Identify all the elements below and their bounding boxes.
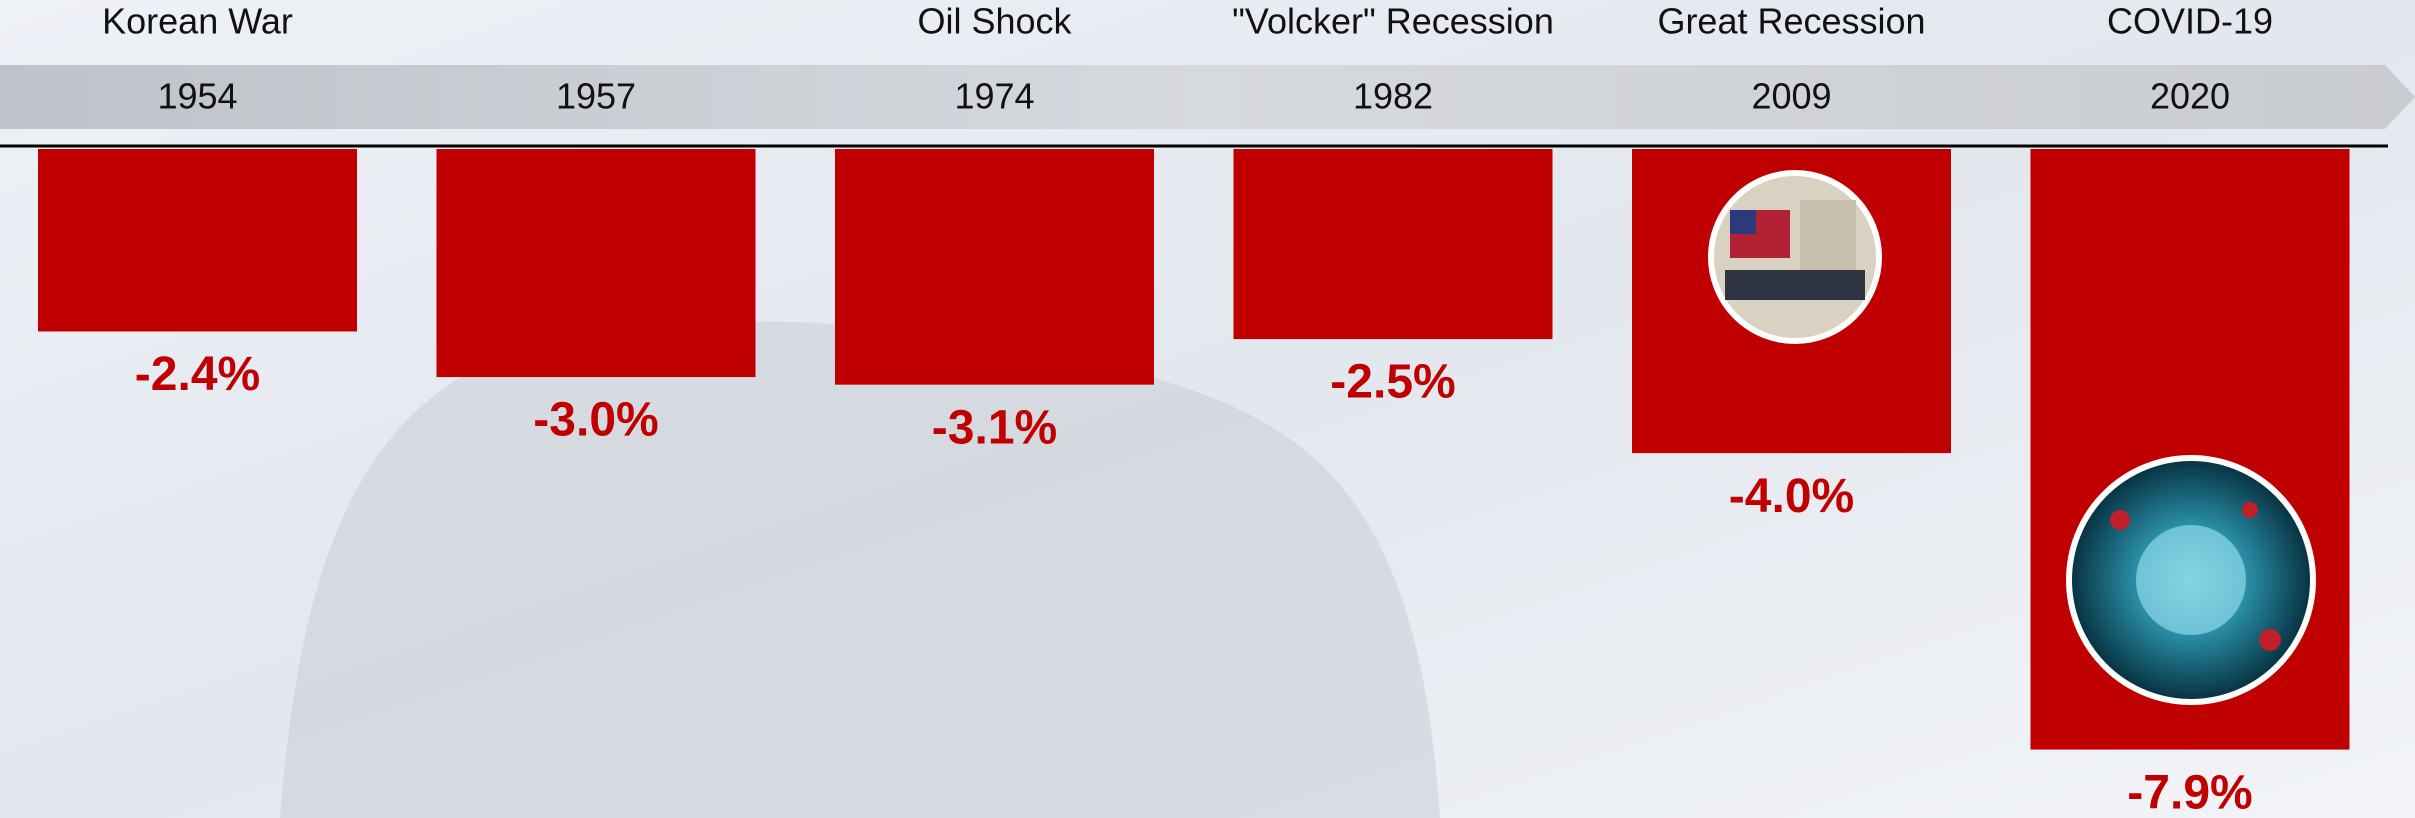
year-label: 2009 [1751,76,1831,117]
photo-nyse [1708,170,1882,344]
bear-silhouette [280,321,1440,818]
event-label: COVID-19 [2107,1,2273,42]
value-label: -3.1% [932,401,1057,454]
event-label: "Volcker" Recession [1232,1,1554,42]
bar [436,149,756,378]
value-label: -7.9% [2127,766,2252,818]
year-label: 2020 [2150,76,2230,117]
bars [38,149,2350,750]
year-label: 1957 [556,76,636,117]
bar [835,149,1154,385]
year-label: 1982 [1353,76,1433,117]
timeline-band [0,65,2415,129]
labels: 1954 Korean War -2.4% 1957 -3.0% 1974 Oil Shoc… [102,1,2273,818]
year-label: 1954 [157,76,237,117]
event-label: Korean War [102,1,293,42]
photo-virus [2066,455,2316,705]
bar [1233,149,1553,340]
event-label: Oil Shock [917,1,1072,42]
value-label: -3.0% [533,394,658,447]
bar [38,149,357,332]
value-label: -2.5% [1330,356,1455,409]
value-label: -4.0% [1729,470,1854,523]
value-label: -2.4% [135,348,260,401]
year-label: 1974 [954,76,1034,117]
event-label: Great Recession [1657,1,1925,42]
